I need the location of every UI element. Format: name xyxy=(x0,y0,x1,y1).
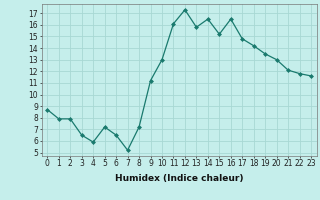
X-axis label: Humidex (Indice chaleur): Humidex (Indice chaleur) xyxy=(115,174,244,183)
